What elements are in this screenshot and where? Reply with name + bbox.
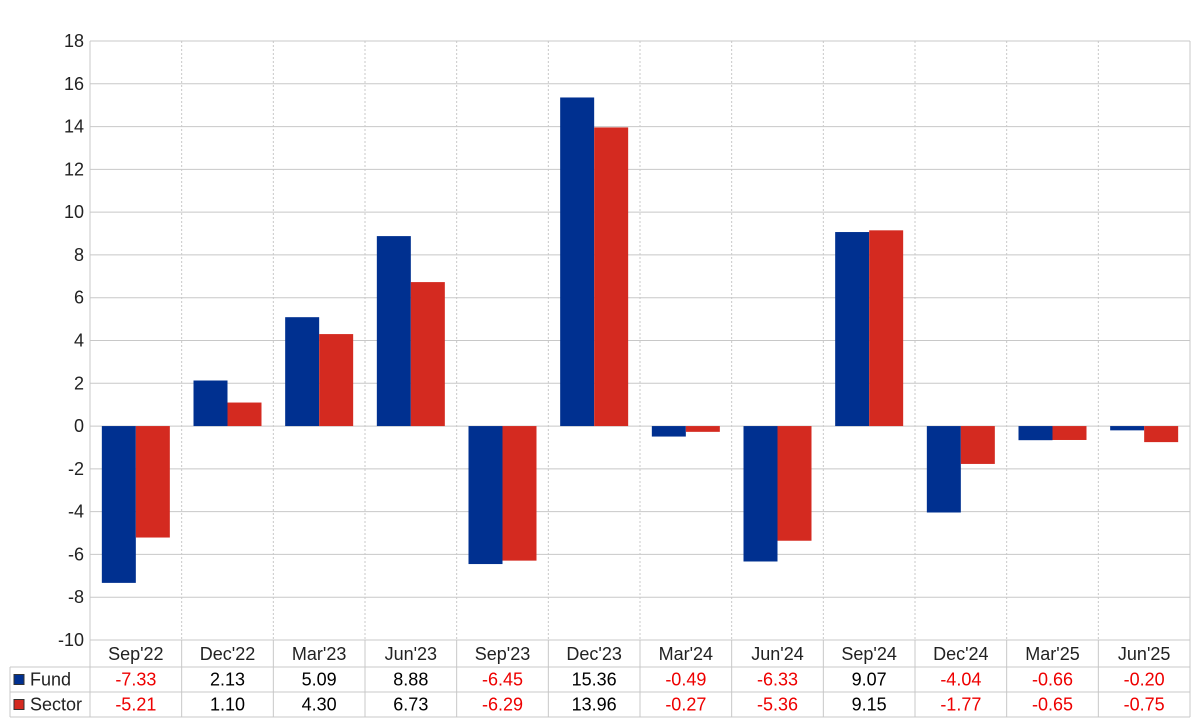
y-tick-label: 12 <box>64 159 84 179</box>
y-tick-label: -2 <box>68 459 84 479</box>
axis-layer: -10 -8 -6 -4 -2 0 2 4 6 8 10 12 14 16 18 Sep'22 Dec'22 Ma… <box>58 31 1170 664</box>
x-tick-label: Dec'22 <box>200 644 255 664</box>
data-label: -0.65 <box>1032 695 1073 715</box>
bar-fund <box>835 232 870 427</box>
y-tick-label: -8 <box>68 587 84 607</box>
bar-sector <box>502 426 537 561</box>
y-tick-label: 8 <box>74 245 84 265</box>
data-label: 1.10 <box>210 695 245 715</box>
bar-sector <box>227 402 262 427</box>
y-tick-label: 6 <box>74 288 84 308</box>
bar-fund <box>1110 426 1145 431</box>
data-label: -0.20 <box>1124 670 1165 690</box>
y-tick-label: 10 <box>64 202 84 222</box>
y-tick-label: 4 <box>74 331 84 351</box>
bar-sector <box>777 426 812 541</box>
x-tick-label: Mar'25 <box>1025 644 1079 664</box>
data-label: -5.21 <box>115 695 156 715</box>
bar-fund <box>1018 426 1053 441</box>
x-tick-label: Sep'24 <box>841 644 897 664</box>
bar-fund <box>560 97 595 427</box>
y-tick-label: 16 <box>64 74 84 94</box>
bar-fund <box>651 426 686 437</box>
bar-fund <box>193 380 228 427</box>
data-label: -1.77 <box>940 695 981 715</box>
legend-label: Fund <box>30 670 71 690</box>
bar-sector <box>135 426 170 538</box>
y-tick-label: -4 <box>68 502 84 522</box>
legend-label: Sector <box>30 695 82 715</box>
bar-sector <box>594 127 629 427</box>
bars-layer <box>101 97 1179 583</box>
x-tick-label: Sep'23 <box>475 644 531 664</box>
data-label: -7.33 <box>115 670 156 690</box>
bar-fund <box>285 317 320 427</box>
x-tick-label: Mar'23 <box>292 644 346 664</box>
legend-swatch-fund <box>13 674 25 685</box>
y-tick-label: 2 <box>74 373 84 393</box>
x-tick-label: Mar'24 <box>659 644 713 664</box>
y-tick-label: -10 <box>58 630 84 650</box>
data-label: 9.15 <box>852 695 887 715</box>
data-label: -4.04 <box>940 670 981 690</box>
data-label: 2.13 <box>210 670 245 690</box>
bar-sector <box>319 334 354 427</box>
data-label: -5.36 <box>757 695 798 715</box>
bar-fund <box>468 426 503 565</box>
y-tick-label: -6 <box>68 544 84 564</box>
data-label: -6.29 <box>482 695 523 715</box>
x-tick-label: Jun'23 <box>385 644 437 664</box>
bar-sector <box>685 426 720 432</box>
y-tick-label: 14 <box>64 117 84 137</box>
data-label: 5.09 <box>302 670 337 690</box>
bar-fund <box>101 426 136 583</box>
bar-sector <box>1144 426 1179 443</box>
bar-fund <box>743 426 778 562</box>
data-label: -6.45 <box>482 670 523 690</box>
grid-layer <box>89 40 1191 641</box>
y-tick-label: 0 <box>74 416 84 436</box>
data-table: Fund -7.33 2.13 5.09 8.88 -6.45 15.36 -0.49 -6.3… <box>9 640 1191 718</box>
bar-fund <box>926 426 961 513</box>
bar-sector <box>960 426 995 464</box>
x-tick-label: Sep'22 <box>108 644 164 664</box>
bar-sector <box>410 282 445 427</box>
legend-swatch-sector <box>13 699 25 710</box>
data-label: -0.49 <box>665 670 706 690</box>
x-tick-label: Jun'24 <box>751 644 803 664</box>
data-label: 13.96 <box>572 695 617 715</box>
x-tick-label: Dec'24 <box>933 644 988 664</box>
y-tick-label: 18 <box>64 31 84 51</box>
data-label: 4.30 <box>302 695 337 715</box>
x-tick-label: Dec'23 <box>566 644 621 664</box>
bar-sector <box>869 230 904 427</box>
bar-fund <box>376 236 411 427</box>
data-label: -0.75 <box>1124 695 1165 715</box>
data-label: 8.88 <box>393 670 428 690</box>
data-label: 15.36 <box>572 670 617 690</box>
data-label: -6.33 <box>757 670 798 690</box>
data-label: -0.27 <box>665 695 706 715</box>
x-tick-label: Jun'25 <box>1118 644 1170 664</box>
data-label: 9.07 <box>852 670 887 690</box>
data-label: -0.66 <box>1032 670 1073 690</box>
data-label: 6.73 <box>393 695 428 715</box>
bar-sector <box>1052 426 1087 440</box>
